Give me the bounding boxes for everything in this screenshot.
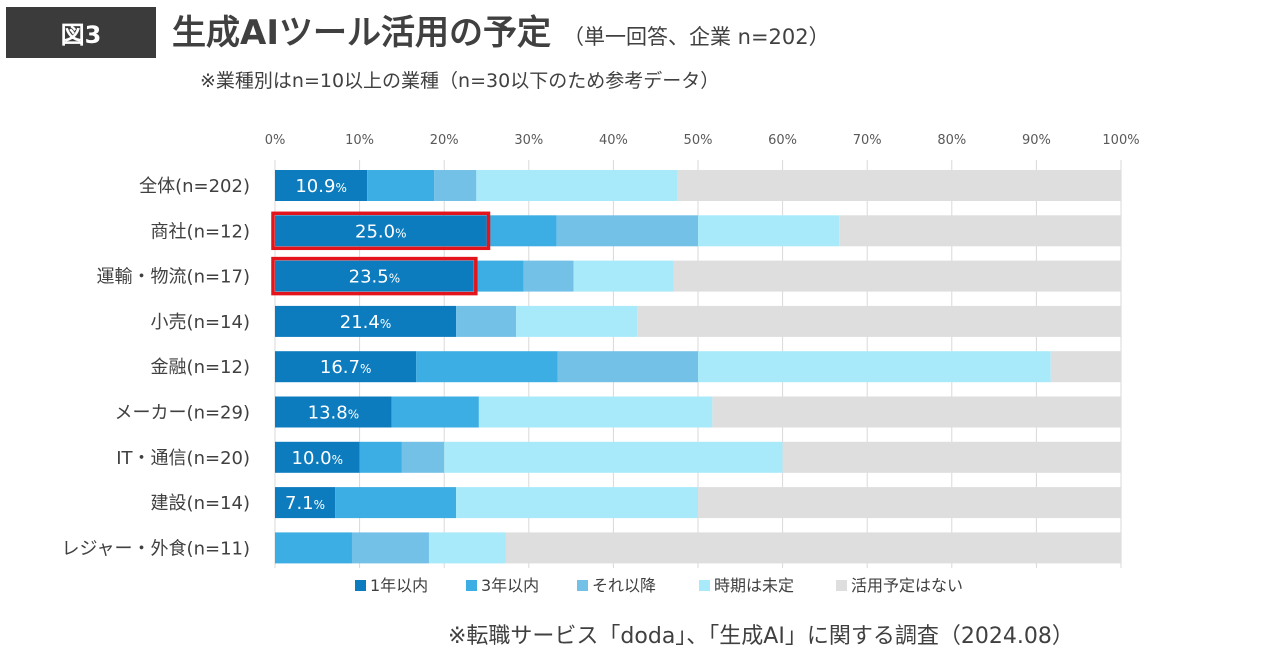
highlight-box bbox=[271, 211, 491, 251]
bar-segment bbox=[428, 532, 506, 564]
x-tick-label: 80% bbox=[937, 133, 966, 148]
bar-segment bbox=[478, 396, 713, 428]
source-credit: ※転職サービス「doda」、「生成AI」に関する調査（2024.08） bbox=[448, 624, 1074, 649]
data-label: 23.5% bbox=[349, 267, 400, 288]
bar-segment bbox=[275, 215, 487, 247]
legend-label: 3年以内 bbox=[481, 576, 539, 595]
bar-segment bbox=[473, 260, 524, 292]
x-tick-label: 30% bbox=[514, 133, 543, 148]
chart-subtitle: （単一回答、企業 n=202） bbox=[562, 25, 830, 49]
bar-segment bbox=[673, 260, 1121, 292]
bar-segment bbox=[275, 170, 368, 201]
highlight-box bbox=[271, 256, 478, 296]
category-label: 建設(n=14) bbox=[151, 493, 250, 514]
category-label: 全体(n=202) bbox=[139, 176, 250, 197]
bar-segment bbox=[275, 305, 457, 337]
x-tick-label: 20% bbox=[430, 133, 459, 148]
bar-segment bbox=[698, 215, 840, 247]
category-label: 商社(n=12) bbox=[151, 221, 250, 242]
bar-segment bbox=[359, 441, 402, 473]
x-tick-label: 50% bbox=[684, 133, 713, 148]
data-label: 10.9% bbox=[295, 176, 346, 197]
bar-segment bbox=[637, 305, 1121, 337]
bar-segment bbox=[505, 532, 1121, 564]
bar-segment bbox=[677, 170, 1121, 201]
data-label: 10.0% bbox=[292, 448, 343, 469]
legend-label: 1年以内 bbox=[370, 576, 428, 595]
bar-segment bbox=[456, 487, 698, 519]
category-label: IT・通信(n=20) bbox=[116, 448, 250, 469]
x-tick-label: 60% bbox=[768, 133, 797, 148]
legend-label: 活用予定はない bbox=[851, 576, 963, 595]
data-label: 13.8% bbox=[308, 403, 359, 424]
data-label: 16.7% bbox=[320, 357, 371, 378]
x-tick-label: 90% bbox=[1022, 133, 1051, 148]
bar-segment bbox=[712, 396, 1121, 428]
bar-segment bbox=[367, 170, 435, 201]
bar-segment bbox=[401, 441, 445, 473]
bar-segment bbox=[486, 215, 557, 247]
data-label: 21.4% bbox=[340, 312, 391, 333]
bar-segment bbox=[573, 260, 674, 292]
chart-title: 生成AIツール活用の予定 bbox=[172, 13, 551, 53]
bar-segment bbox=[516, 305, 638, 337]
bar-segment bbox=[557, 351, 698, 383]
category-label: 運輸・物流(n=17) bbox=[97, 267, 250, 288]
bar-segment bbox=[1050, 351, 1121, 383]
bar-segment bbox=[275, 351, 417, 383]
bar-segment bbox=[275, 532, 352, 564]
bar-segment bbox=[434, 170, 477, 201]
bar-segment bbox=[556, 215, 698, 247]
bar-segment bbox=[275, 396, 392, 428]
category-label: レジャー・外食(n=11) bbox=[61, 538, 250, 559]
bar-segment bbox=[275, 260, 474, 292]
bar-segment bbox=[782, 441, 1121, 473]
bar-segment bbox=[839, 215, 1121, 247]
bar-segment bbox=[391, 396, 479, 428]
chart-note: ※業種別はn=10以上の業種（n=30以下のため参考データ） bbox=[200, 70, 720, 92]
legend-label: それ以降 bbox=[592, 576, 656, 595]
bar-segment bbox=[351, 532, 429, 564]
chart-title-block: 生成AIツール活用の予定 （単一回答、企業 n=202） bbox=[172, 6, 830, 60]
bar-segment bbox=[416, 351, 558, 383]
legend-swatch bbox=[699, 580, 710, 591]
x-tick-label: 40% bbox=[599, 133, 628, 148]
figure-label-badge: 図3 bbox=[6, 7, 156, 58]
data-label: 25.0% bbox=[355, 221, 406, 242]
x-tick-label: 10% bbox=[345, 133, 374, 148]
bar-segment bbox=[444, 441, 783, 473]
bar-segment bbox=[275, 441, 360, 473]
legend-swatch bbox=[836, 580, 847, 591]
category-label: メーカー(n=29) bbox=[115, 403, 250, 424]
x-tick-label: 70% bbox=[853, 133, 882, 148]
data-label: 7.1% bbox=[285, 493, 325, 514]
legend-swatch bbox=[466, 580, 477, 591]
category-label: 小売(n=14) bbox=[151, 312, 250, 333]
bar-segment bbox=[275, 487, 336, 519]
bar-segment bbox=[698, 351, 1051, 383]
legend-swatch bbox=[577, 580, 588, 591]
bar-segment bbox=[523, 260, 574, 292]
legend-swatch bbox=[355, 580, 366, 591]
x-tick-label: 0% bbox=[265, 133, 286, 148]
legend-label: 時期は未定 bbox=[714, 576, 794, 595]
x-tick-label: 100% bbox=[1102, 133, 1139, 148]
bar-segment bbox=[456, 305, 517, 337]
bar-segment bbox=[335, 487, 457, 519]
bar-segment bbox=[698, 487, 1121, 519]
bar-segment bbox=[476, 170, 678, 201]
category-label: 金融(n=12) bbox=[151, 357, 250, 378]
